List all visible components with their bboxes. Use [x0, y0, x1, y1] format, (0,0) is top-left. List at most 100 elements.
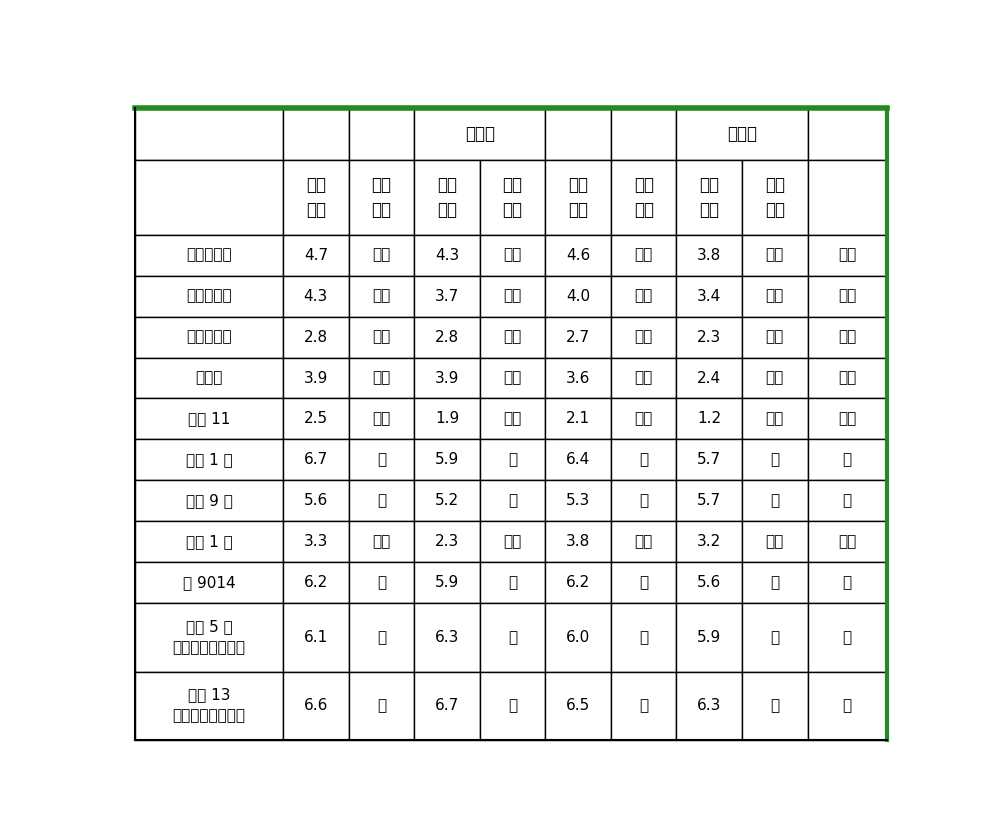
Text: 3.4: 3.4: [697, 289, 721, 304]
Text: 中感: 中感: [635, 371, 653, 385]
Text: 4.3: 4.3: [304, 289, 328, 304]
Bar: [135, 357, 283, 399]
Bar: [283, 399, 349, 440]
Bar: [611, 521, 676, 562]
Bar: [545, 316, 611, 357]
Text: 6.3: 6.3: [697, 698, 721, 713]
Text: 中感: 中感: [766, 248, 784, 263]
Text: 感: 感: [639, 493, 648, 508]
Bar: [480, 357, 545, 399]
Bar: [676, 481, 742, 521]
Bar: [480, 399, 545, 440]
Text: 中感: 中感: [372, 248, 391, 263]
Bar: [414, 108, 545, 159]
Text: 感: 感: [377, 452, 386, 467]
Text: 鄙阳黑芷鸻: 鄙阳黑芷鸻: [186, 248, 232, 263]
Text: 中抗: 中抗: [503, 330, 522, 345]
Bar: [611, 562, 676, 603]
Text: 中抗: 中抗: [838, 411, 856, 426]
Bar: [414, 276, 480, 316]
Text: 中抗: 中抗: [372, 330, 391, 345]
Bar: [414, 603, 480, 671]
Text: 赣芷 9 号: 赣芷 9 号: [186, 493, 232, 508]
Bar: [135, 316, 283, 357]
Text: 1.2: 1.2: [697, 411, 721, 426]
Text: 术规范: 术规范: [465, 125, 495, 143]
Text: 中抗: 中抗: [766, 330, 784, 345]
Text: 2.3: 2.3: [697, 330, 721, 345]
Text: 感: 感: [770, 576, 779, 591]
Bar: [742, 521, 808, 562]
Text: 5.6: 5.6: [304, 493, 328, 508]
Bar: [742, 671, 808, 740]
Text: 金黄鸻: 金黄鸻: [195, 371, 223, 385]
Text: 抗性
表型: 抗性 表型: [503, 175, 523, 219]
Bar: [414, 316, 480, 357]
Bar: [808, 481, 887, 521]
Bar: [611, 357, 676, 399]
Text: 感: 感: [508, 452, 517, 467]
Bar: [414, 440, 480, 481]
Bar: [808, 671, 887, 740]
Bar: [545, 671, 611, 740]
Bar: [611, 276, 676, 316]
Text: 感: 感: [508, 493, 517, 508]
Bar: [135, 235, 283, 276]
Bar: [480, 521, 545, 562]
Bar: [480, 440, 545, 481]
Text: 中感: 中感: [635, 534, 653, 550]
Text: 中感: 中感: [838, 289, 856, 304]
Bar: [349, 357, 414, 399]
Text: 中抗: 中抗: [838, 330, 856, 345]
Bar: [135, 399, 283, 440]
Text: 感: 感: [508, 698, 517, 713]
Text: 中芷 13
（感病对照品种）: 中芷 13 （感病对照品种）: [173, 688, 246, 724]
Text: 都昌黑芷鸻: 都昌黑芷鸻: [186, 289, 232, 304]
Bar: [545, 276, 611, 316]
Bar: [349, 562, 414, 603]
Text: 感: 感: [770, 698, 779, 713]
Bar: [545, 399, 611, 440]
Bar: [808, 521, 887, 562]
Bar: [808, 562, 887, 603]
Bar: [414, 481, 480, 521]
Text: 冪 9014: 冪 9014: [183, 576, 235, 591]
Text: 中感: 中感: [635, 248, 653, 263]
Bar: [742, 159, 808, 235]
Text: 6.3: 6.3: [435, 630, 459, 645]
Text: 3.8: 3.8: [697, 248, 721, 263]
Text: 6.5: 6.5: [566, 698, 590, 713]
Bar: [808, 316, 887, 357]
Bar: [808, 399, 887, 440]
Bar: [545, 108, 611, 159]
Bar: [480, 481, 545, 521]
Text: 广湛 1 号: 广湛 1 号: [186, 452, 232, 467]
Text: 4.6: 4.6: [566, 248, 590, 263]
Bar: [742, 562, 808, 603]
Bar: [349, 671, 414, 740]
Text: 4.0: 4.0: [566, 289, 590, 304]
Bar: [283, 562, 349, 603]
Bar: [676, 357, 742, 399]
Text: 5.2: 5.2: [435, 493, 459, 508]
Text: 中抗: 中抗: [766, 411, 784, 426]
Text: 4.3: 4.3: [435, 248, 459, 263]
Text: 6.1: 6.1: [304, 630, 328, 645]
Text: 感: 感: [843, 630, 852, 645]
Bar: [283, 481, 349, 521]
Text: 丰城灰芷鸻: 丰城灰芷鸻: [186, 330, 232, 345]
Bar: [414, 399, 480, 440]
Bar: [808, 235, 887, 276]
Text: 中感: 中感: [372, 534, 391, 550]
Text: 中感: 中感: [635, 289, 653, 304]
Bar: [676, 603, 742, 671]
Text: 6.2: 6.2: [304, 576, 328, 591]
Bar: [676, 521, 742, 562]
Text: 6.2: 6.2: [566, 576, 590, 591]
Bar: [545, 562, 611, 603]
Bar: [808, 440, 887, 481]
Bar: [611, 316, 676, 357]
Text: 3.8: 3.8: [566, 534, 590, 550]
Text: 中感: 中感: [838, 534, 856, 550]
Text: 3.9: 3.9: [304, 371, 328, 385]
